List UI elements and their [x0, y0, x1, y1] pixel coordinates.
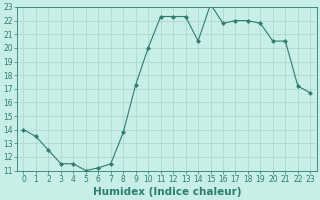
X-axis label: Humidex (Indice chaleur): Humidex (Indice chaleur)	[93, 187, 241, 197]
